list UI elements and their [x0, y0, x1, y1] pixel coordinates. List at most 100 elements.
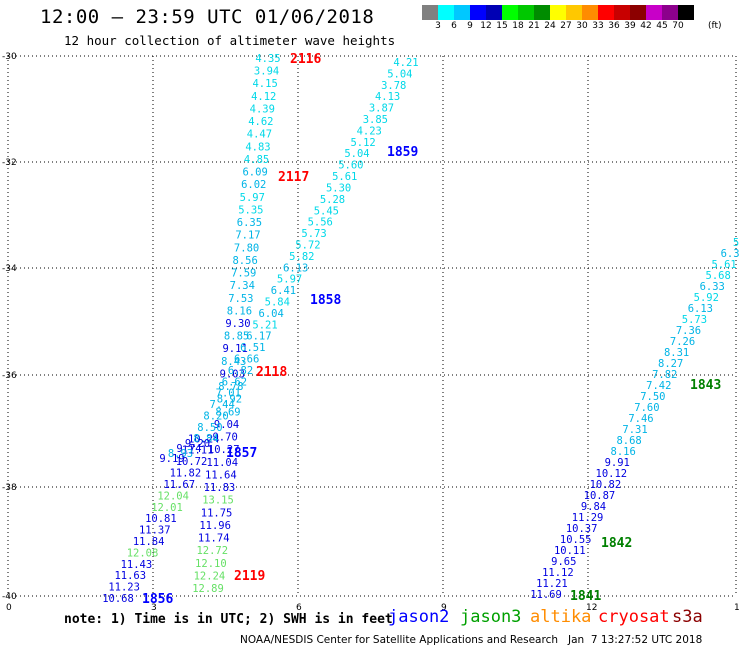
swh-value: 6.82 [228, 365, 253, 377]
pass-label: 2117 [278, 170, 309, 185]
color-scale-unit: (ft) [708, 21, 722, 31]
color-scale-swatch [486, 5, 502, 20]
swh-value: 12.08 [127, 547, 159, 559]
lon-tick-label: 3 [151, 603, 157, 613]
swh-value: 5.82 [289, 251, 314, 263]
swh-value: 8.43 [221, 356, 246, 368]
swh-value: 4.21 [393, 57, 418, 69]
swh-value: 10.11 [554, 545, 586, 557]
swh-value: 5.60 [338, 160, 363, 172]
swh-value: 9.04 [214, 419, 239, 431]
swh-value: 10.82 [590, 479, 622, 491]
map-axes: -30 -32 -34 -36 -38 -400 3 6 9 12 15 [2, 52, 740, 613]
color-scale: (ft) 3 6 9 12 15 18 21 24 27 30 33 36 39 42 45 70 [422, 5, 740, 34]
lon-tick-label: 12 [586, 603, 597, 613]
swh-value: 8.20 [203, 411, 228, 423]
swh-value: 8.27 [658, 358, 683, 370]
swh-value: 11.64 [205, 469, 237, 481]
swh-value: 5.30 [326, 182, 351, 194]
pass-label: 1841 [570, 589, 601, 604]
swh-value: 4.23 [357, 125, 382, 137]
swh-value: 11.23 [108, 582, 140, 594]
color-scale-swatch [438, 5, 454, 20]
swh-value: 3.78 [381, 80, 406, 92]
page-title: 12:00 – 23:59 UTC 01/06/2018 [40, 6, 375, 28]
swh-value: 8.16 [611, 446, 636, 458]
swh-value: 10.55 [560, 534, 592, 546]
altimeter-tracks: 4.353.944.154.124.394.624.474.834.856.09… [102, 53, 739, 605]
color-scale-swatch [630, 5, 646, 20]
color-scale-swatch [566, 5, 582, 20]
swh-value: 10.12 [596, 468, 628, 480]
color-scale-label: 18 [512, 21, 524, 31]
swh-value: 9.70 [212, 432, 237, 444]
swh-value: 7.44 [210, 399, 235, 411]
lon-tick-label: 6 [296, 603, 302, 613]
swh-value: 6.35 [237, 217, 262, 229]
lon-tick-label: 0 [6, 603, 12, 613]
color-scale-label: 3 [435, 21, 441, 31]
color-scale-label: 21 [528, 21, 540, 31]
swh-value: 10.81 [145, 513, 177, 525]
color-scale-swatch [646, 5, 662, 20]
swh-value: 10.68 [102, 593, 134, 605]
swh-value: 6.02 [241, 179, 266, 191]
swh-value: 6.66 [234, 354, 259, 366]
color-scale-swatch [582, 5, 598, 20]
swh-value: 7.80 [234, 242, 259, 254]
color-scale-label: 15 [496, 21, 508, 31]
swh-value: 11.75 [201, 507, 233, 519]
color-scale-swatch [598, 5, 614, 20]
swh-value: 4.62 [248, 116, 273, 128]
swh-value: 7.60 [634, 402, 659, 414]
swh-value: 6.51 [240, 342, 265, 354]
swh-value: 11.43 [121, 559, 153, 571]
swh-value: 4.12 [251, 91, 276, 103]
color-scale-swatch [502, 5, 518, 20]
swh-value: 7.82 [652, 369, 677, 381]
swh-value: 5.73 [301, 228, 326, 240]
swh-value: 5.45 [314, 205, 339, 217]
swh-value: 9.65 [551, 556, 576, 568]
swh-value: 6.41 [271, 285, 296, 297]
pass-label: 1856 [142, 592, 173, 607]
swh-value: 9.19 [159, 453, 184, 465]
swh-value: 7.50 [640, 391, 665, 403]
lat-tick-label: -40 [2, 592, 17, 602]
swh-value: 4.13 [375, 91, 400, 103]
swh-value: 8.92 [217, 394, 242, 406]
swh-value: 5.21 [252, 319, 277, 331]
lat-tick-label: -36 [2, 371, 17, 381]
color-scale-swatch [678, 5, 694, 20]
color-scale-label: 33 [592, 21, 604, 31]
swh-value: 5.35 [238, 204, 263, 216]
swh-value: 5.61 [332, 171, 357, 183]
swh-value: 9.30 [225, 318, 250, 330]
swh-value: 6.62 [222, 376, 247, 388]
color-scale-swatch [534, 5, 550, 20]
swh-value: 12.89 [192, 583, 224, 595]
swh-value: 11.04 [206, 457, 238, 469]
lon-tick-label: 15 [734, 603, 740, 613]
pass-label: 1859 [387, 145, 418, 160]
map-grid [7, 55, 737, 597]
swh-value: 5.72 [295, 239, 320, 251]
swh-value: 7.42 [646, 380, 671, 392]
legend-item: cryosat [598, 607, 670, 627]
lat-tick-label: -34 [2, 264, 17, 274]
swh-value: 12.04 [157, 490, 189, 502]
swh-value: 6.17 [246, 331, 271, 343]
swh-value: 11.67 [163, 479, 195, 491]
color-scale-swatch [662, 5, 678, 20]
swh-value: 11.63 [114, 570, 146, 582]
swh-value: 9.74 [176, 443, 201, 455]
swh-value: 6.33 [700, 281, 725, 293]
legend-item: altika [530, 607, 592, 627]
swh-value: 7.53 [228, 293, 253, 305]
color-scale-swatches [422, 5, 740, 20]
pass-label: 1857 [226, 446, 257, 461]
color-scale-label: 27 [560, 21, 572, 31]
swh-value: 9.11 [222, 343, 247, 355]
color-scale-swatch [470, 5, 486, 20]
